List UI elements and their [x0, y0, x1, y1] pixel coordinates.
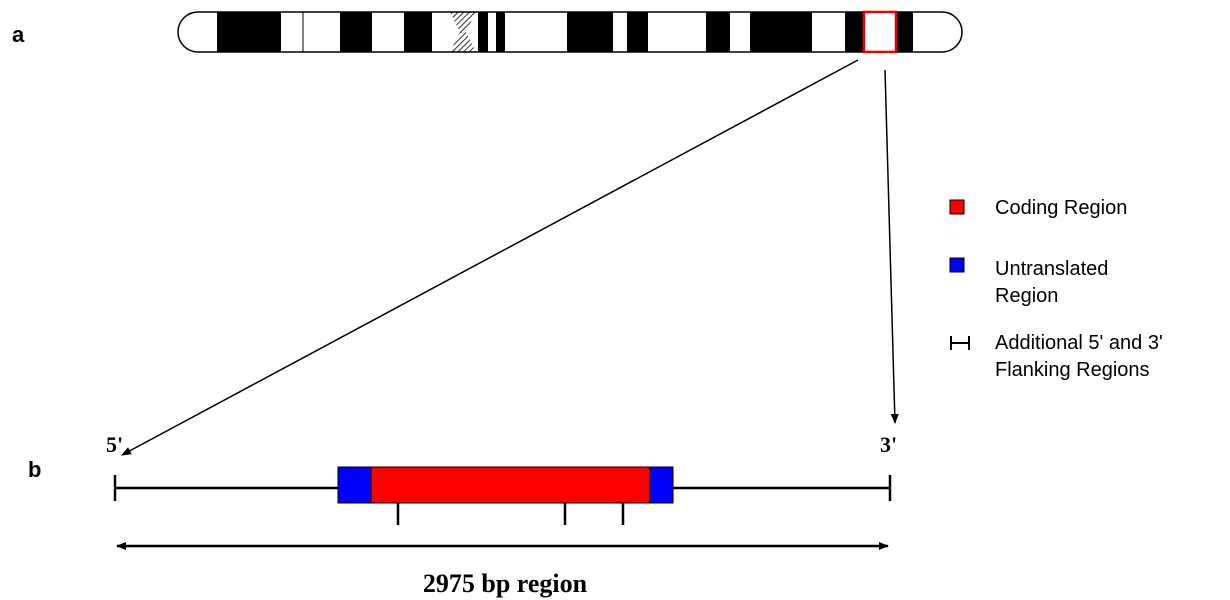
legend-swatch [950, 336, 970, 350]
utr [649, 466, 674, 504]
zoom-arrow [884, 69, 899, 424]
three-prime-label: 3' [880, 432, 897, 457]
highlight-box [862, 10, 898, 54]
panel-label: a [12, 22, 25, 47]
legend-label: Flanking Regions [995, 359, 1150, 381]
five-prime-label: 5' [106, 432, 123, 457]
chromosome [178, 12, 962, 52]
legend-swatch [949, 257, 965, 273]
legend-label: Untranslated [995, 258, 1108, 280]
legend-swatch [949, 199, 965, 215]
coding-region [370, 466, 651, 504]
zoom-arrow [121, 59, 859, 456]
region-label: 2975 bp region [423, 569, 588, 598]
legend-label: Additional 5' and 3' [995, 332, 1163, 354]
legend-label: Coding Region [995, 197, 1127, 219]
chromosome-outline [177, 11, 963, 53]
legend-label: Region [995, 285, 1058, 307]
utr [337, 466, 372, 504]
legend: Coding Region Untranslated Region Additi… [949, 197, 1163, 381]
panel-label: b [28, 457, 41, 482]
